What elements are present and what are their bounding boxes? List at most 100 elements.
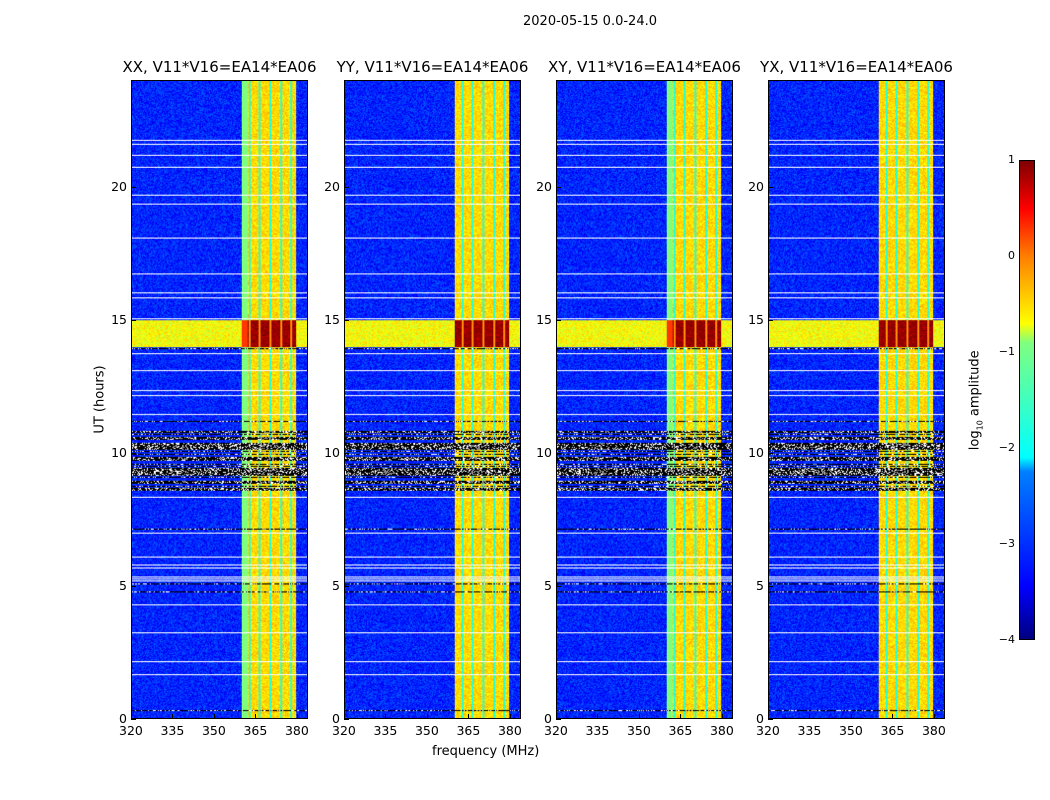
x-tick-label: 365 [880,723,905,738]
y-tick-label: 0 [544,711,552,726]
colorbar-label: log10 amplitude [968,350,985,450]
y-tick-label: 0 [119,711,127,726]
colorbar-label-suffix: amplitude [967,350,983,421]
spectrogram-heatmap [345,81,520,718]
x-tick-mark [344,714,345,719]
x-tick-label: 380 [284,723,309,738]
y-tick-mark [556,452,561,454]
spectrogram-panel [131,80,308,719]
spectrogram-panel [556,80,733,719]
y-tick-mark [556,585,561,587]
y-tick-mark [131,452,136,454]
x-tick-mark [892,714,894,719]
y-tick-label: 5 [756,577,764,593]
y-tick-mark [556,186,561,188]
x-tick-label: 365 [243,723,268,738]
x-tick-label: 380 [709,723,734,738]
spectrogram-heatmap [557,81,732,718]
x-tick-label: 320 [332,723,356,738]
y-tick-mark [556,319,561,321]
spectrogram-heatmap [132,81,307,718]
spectrogram-panel [344,80,521,719]
y-tick-label: 20 [324,178,340,194]
y-tick-mark [768,186,773,188]
y-tick-mark [768,585,773,587]
x-tick-label: 335 [373,723,398,738]
colorbar-tick-label: −4 [998,633,1015,646]
x-tick-mark [933,714,935,719]
x-tick-label: 350 [414,723,439,738]
y-tick-label: 5 [544,577,552,593]
y-tick-label: 10 [536,444,552,460]
y-tick-label: 0 [332,711,340,726]
x-tick-label: 380 [497,723,522,738]
spectrogram-panel [768,80,945,719]
colorbar-tick-label: −3 [998,537,1015,550]
x-tick-mark [213,714,215,719]
x-tick-mark [385,714,387,719]
y-tick-mark [131,719,136,720]
colorbar-label-prefix: log [967,430,983,451]
panel-title: YY, V11*V16=EA14*EA06 [336,58,529,76]
spectrogram-heatmap [769,81,944,718]
y-tick-label: 20 [111,178,127,194]
panel-title: XY, V11*V16=EA14*EA06 [548,58,741,76]
colorbar-tick-label: 0 [1008,249,1015,262]
colorbar-tick-label: −2 [998,441,1015,454]
x-tick-label: 350 [201,723,226,738]
x-tick-label: 335 [585,723,610,738]
y-tick-label: 20 [536,178,552,194]
x-tick-label: 365 [456,723,481,738]
colorbar [1019,160,1035,640]
x-tick-label: 320 [756,723,780,738]
x-tick-mark [172,714,174,719]
x-tick-mark [255,714,257,719]
x-tick-mark [768,714,769,719]
y-tick-label: 10 [748,444,764,460]
y-tick-mark [344,719,349,720]
x-tick-label: 365 [668,723,693,738]
x-tick-mark [296,714,298,719]
y-tick-mark [131,186,136,188]
x-tick-mark [597,714,599,719]
x-tick-mark [426,714,428,719]
y-tick-label: 15 [324,311,340,327]
x-tick-mark [680,714,682,719]
x-tick-label: 350 [626,723,651,738]
colorbar-tick-label: 1 [1008,153,1015,166]
x-tick-mark [809,714,811,719]
y-axis-label: UT (hours) [92,365,108,434]
panel-title: XX, V11*V16=EA14*EA06 [122,58,317,76]
y-tick-label: 10 [111,444,127,460]
y-tick-mark [131,319,136,321]
y-tick-mark [768,319,773,321]
x-tick-mark [721,714,723,719]
y-tick-mark [344,186,349,188]
y-tick-label: 5 [119,577,127,593]
x-tick-mark [638,714,640,719]
y-tick-label: 0 [756,711,764,726]
y-tick-mark [344,319,349,321]
panel-title: YX, V11*V16=EA14*EA06 [760,58,953,76]
figure-title: 2020-05-15 0.0-24.0 [523,14,657,29]
colorbar-tick-label: −1 [998,345,1015,358]
colorbar-label-sub: 10 [975,420,985,431]
x-tick-mark [131,714,132,719]
x-tick-label: 350 [838,723,863,738]
y-tick-mark [344,585,349,587]
y-tick-label: 20 [748,178,764,194]
x-tick-label: 335 [160,723,185,738]
x-tick-mark [850,714,852,719]
y-tick-mark [768,719,773,720]
x-tick-label: 335 [797,723,822,738]
x-tick-mark [556,714,557,719]
y-tick-mark [131,585,136,587]
x-tick-label: 380 [921,723,946,738]
y-tick-mark [768,452,773,454]
x-tick-label: 320 [544,723,568,738]
y-tick-label: 5 [332,577,340,593]
y-tick-mark [344,452,349,454]
y-tick-label: 15 [748,311,764,327]
x-tick-mark [509,714,511,719]
y-tick-label: 15 [536,311,552,327]
